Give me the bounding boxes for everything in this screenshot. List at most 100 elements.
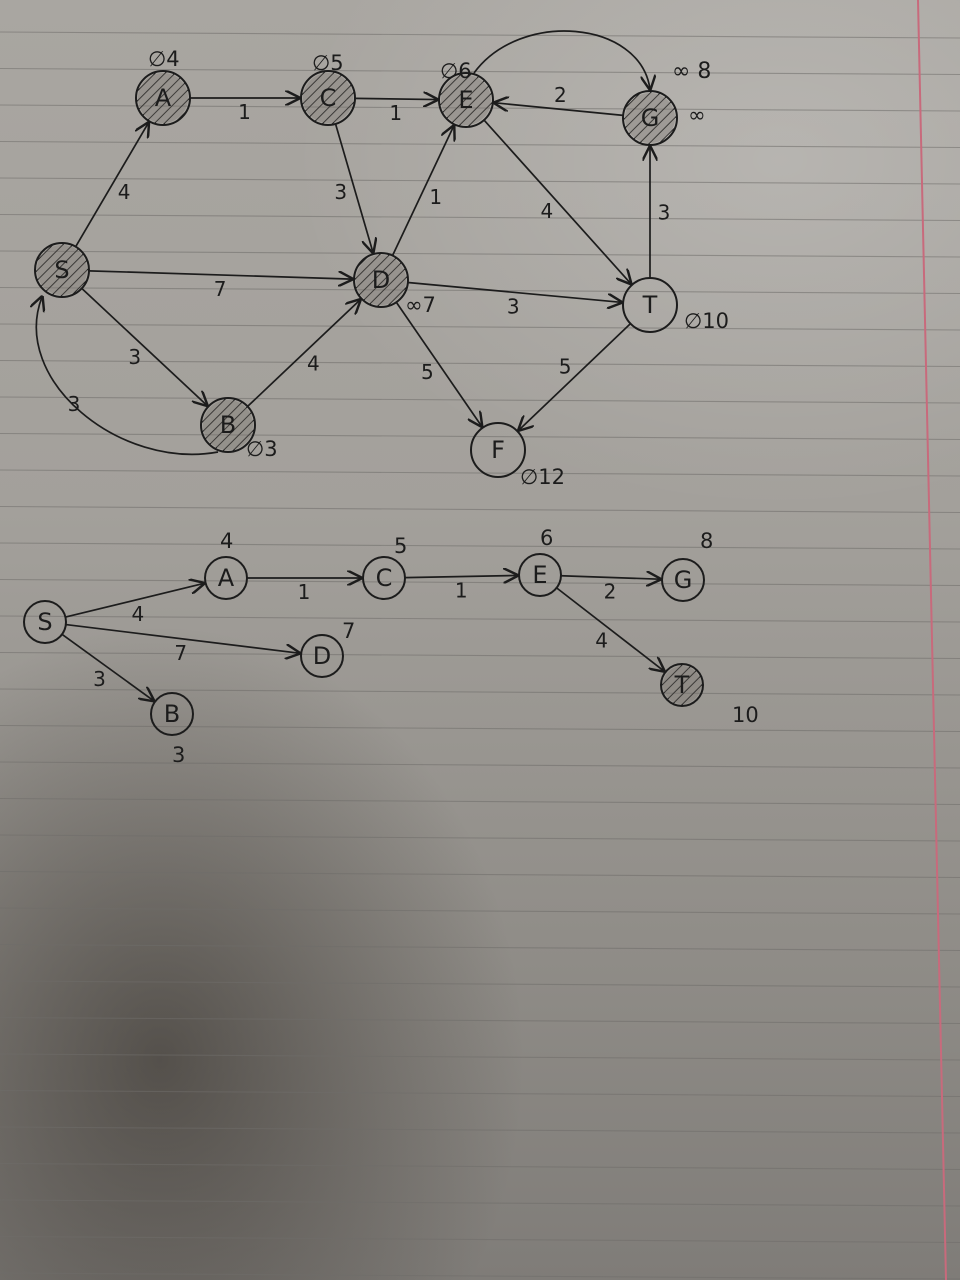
rule-line (0, 31, 960, 39)
top-node-d: D ∞7 (353, 252, 436, 317)
rule-line (0, 943, 960, 952)
top-node-c-label: C (320, 84, 337, 112)
bottom-node-b-value: 3 (172, 743, 185, 767)
ruled-lines (0, 31, 960, 1280)
bottom-edge-S-B (61, 633, 153, 700)
rule-line (0, 1053, 960, 1061)
rule-line (0, 505, 960, 514)
rule-line (0, 1089, 960, 1098)
top-node-c: C ∅5 (300, 51, 356, 126)
rule-line (0, 67, 960, 76)
top-node-s: S (34, 242, 90, 298)
rule-line (0, 250, 960, 258)
top-node-d-label: D (372, 266, 390, 294)
rule-line (0, 432, 960, 441)
top-edge-weight-B-S: 3 (68, 392, 81, 416)
rule-line (0, 578, 960, 587)
top-edge-weight-G-E: 2 (554, 83, 567, 107)
top-edge-weight-S-A: 4 (118, 180, 131, 204)
rule-line (0, 724, 960, 733)
bottom-node-s: S (23, 600, 67, 644)
top-node-a-label: A (155, 84, 172, 112)
bottom-edge-S-A (65, 583, 203, 618)
rule-line (0, 213, 960, 222)
bottom-edge-weight-A-C: 1 (298, 580, 311, 604)
top-edge-D-F (395, 301, 481, 426)
top-node-t: T ∅10 (622, 277, 729, 333)
top-node-c-value: ∅5 (312, 51, 344, 75)
bottom-node-e-label: E (532, 561, 547, 589)
top-edge-C-D (334, 123, 373, 252)
top-node-t-value: ∅10 (684, 309, 729, 333)
node-g-crossed-values: ∞ 8 (672, 59, 711, 84)
bottom-node-s-label: S (37, 608, 52, 636)
bottom-node-b-circle (150, 692, 194, 736)
bottom-node-t-circle (660, 663, 704, 707)
bottom-tree-edges: 4 1 1 2 4 7 3 (61, 575, 664, 700)
rule-line (0, 359, 960, 368)
bottom-edge-E-T (556, 587, 664, 671)
bottom-edge-weight-S-D: 7 (174, 641, 187, 665)
bottom-node-e-value: 6 (540, 526, 553, 550)
bottom-node-d: D7 (300, 619, 355, 678)
top-edge-weight-S-D: 7 (214, 277, 227, 301)
top-node-f: F ∅12 (470, 422, 565, 489)
rule-line (0, 469, 960, 477)
top-edge-weight-B-D: 4 (307, 351, 320, 375)
rule-line (0, 396, 960, 404)
top-edge-S-A (74, 123, 149, 248)
rule-line (0, 323, 960, 331)
bottom-node-b-label: B (164, 700, 180, 728)
bottom-edge-C-E (404, 575, 517, 577)
top-node-g-value: ∞ (688, 103, 706, 127)
rule-line (0, 1199, 960, 1207)
bottom-edge-weight-C-E: 1 (455, 579, 468, 603)
top-edge-E-G (473, 30, 650, 89)
top-node-d-circle (353, 252, 409, 308)
top-edge-weight-S-B: 3 (128, 345, 141, 369)
bottom-node-b: B3 (150, 692, 194, 767)
bottom-node-t: T 10 (660, 663, 759, 727)
top-node-f-label: F (491, 436, 505, 464)
bottom-edge-E-G (560, 576, 660, 579)
bottom-node-a: A4 (204, 529, 248, 600)
rule-line (0, 797, 960, 806)
top-edge-weight-A-C: 1 (238, 100, 251, 124)
bottom-edge-weight-S-A: 4 (131, 602, 144, 626)
top-node-e-circle (438, 72, 494, 128)
top-edge-weight-T-F: 5 (559, 355, 572, 379)
top-graph-nodes: SA∅4C∅5E∅6G ∞D∞7 T∅10B∅3 F∅12 (34, 47, 729, 489)
bottom-node-g: G8 (661, 529, 713, 602)
top-edge-B-D (247, 300, 360, 408)
top-node-a-value: ∅4 (148, 47, 180, 71)
top-node-g: G ∞ (622, 90, 706, 146)
bottom-edge-weight-S-B: 3 (93, 667, 106, 691)
top-node-b: B ∅3 (200, 397, 278, 461)
top-node-t-label: T (642, 291, 658, 319)
top-node-t-circle (622, 277, 678, 333)
top-node-g-circle (622, 90, 678, 146)
rule-line (0, 615, 960, 623)
rule-line (0, 1162, 960, 1171)
bottom-node-a-circle (204, 556, 248, 600)
top-node-f-value: ∅12 (520, 465, 565, 489)
top-edge-S-B (81, 287, 207, 405)
top-node-g-label: G (641, 104, 660, 132)
top-edge-G-E (495, 103, 624, 117)
top-node-b-label: B (220, 411, 236, 439)
top-edge-C-E (354, 98, 437, 99)
top-edge-S-D (88, 269, 352, 279)
bottom-node-d-value: 7 (342, 619, 355, 643)
top-node-d-value: ∞7 (405, 293, 436, 317)
top-node-c-circle (300, 70, 356, 126)
top-node-e-label: E (458, 86, 473, 114)
top-node-b-circle (200, 397, 256, 453)
bottom-node-d-circle (300, 634, 344, 678)
bottom-node-a-value: 4 (220, 529, 233, 553)
top-edge-weight-D-F: 5 (421, 360, 434, 384)
bottom-edge-weight-E-G: 2 (604, 579, 617, 603)
